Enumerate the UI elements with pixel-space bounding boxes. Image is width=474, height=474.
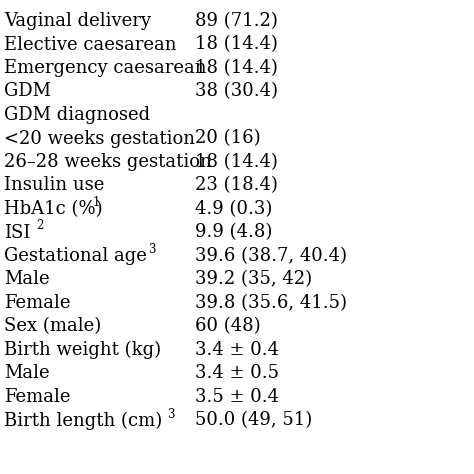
- Text: 38 (30.4): 38 (30.4): [195, 82, 278, 100]
- Text: 39.6 (38.7, 40.4): 39.6 (38.7, 40.4): [195, 247, 347, 265]
- Text: 50.0 (49, 51): 50.0 (49, 51): [195, 411, 312, 429]
- Text: 26–28 weeks gestation: 26–28 weeks gestation: [4, 153, 212, 171]
- Text: Male: Male: [4, 271, 50, 289]
- Text: 4.9 (0.3): 4.9 (0.3): [195, 200, 273, 218]
- Text: 18 (14.4): 18 (14.4): [195, 36, 278, 54]
- Text: 9.9 (4.8): 9.9 (4.8): [195, 224, 273, 241]
- Text: GDM diagnosed: GDM diagnosed: [4, 106, 150, 124]
- Text: Female: Female: [4, 388, 71, 406]
- Text: Sex (male): Sex (male): [4, 318, 101, 336]
- Text: 89 (71.2): 89 (71.2): [195, 12, 278, 30]
- Text: 18 (14.4): 18 (14.4): [195, 59, 278, 77]
- Text: 60 (48): 60 (48): [195, 318, 261, 336]
- Text: Male: Male: [4, 365, 50, 383]
- Text: Birth weight (kg): Birth weight (kg): [4, 341, 161, 359]
- Text: Elective caesarean: Elective caesarean: [4, 36, 176, 54]
- Text: Birth length (cm): Birth length (cm): [4, 411, 162, 430]
- Text: Female: Female: [4, 294, 71, 312]
- Text: 1: 1: [92, 196, 100, 209]
- Text: 3.4 ± 0.5: 3.4 ± 0.5: [195, 365, 279, 383]
- Text: Vaginal delivery: Vaginal delivery: [4, 12, 151, 30]
- Text: Insulin use: Insulin use: [4, 176, 104, 194]
- Text: ISI: ISI: [4, 224, 30, 241]
- Text: 3.5 ± 0.4: 3.5 ± 0.4: [195, 388, 279, 406]
- Text: 2: 2: [36, 219, 43, 233]
- Text: 39.8 (35.6, 41.5): 39.8 (35.6, 41.5): [195, 294, 347, 312]
- Text: Emergency caesarean: Emergency caesarean: [4, 59, 207, 77]
- Text: 3.4 ± 0.4: 3.4 ± 0.4: [195, 341, 279, 359]
- Text: Gestational age: Gestational age: [4, 247, 147, 265]
- Text: 18 (14.4): 18 (14.4): [195, 153, 278, 171]
- Text: GDM: GDM: [4, 82, 51, 100]
- Text: 20 (16): 20 (16): [195, 129, 261, 147]
- Text: <20 weeks gestation: <20 weeks gestation: [4, 129, 195, 147]
- Text: HbA1c (%): HbA1c (%): [4, 200, 103, 218]
- Text: 23 (18.4): 23 (18.4): [195, 176, 278, 194]
- Text: 3: 3: [167, 408, 175, 420]
- Text: 39.2 (35, 42): 39.2 (35, 42): [195, 271, 312, 289]
- Text: 3: 3: [148, 243, 156, 256]
